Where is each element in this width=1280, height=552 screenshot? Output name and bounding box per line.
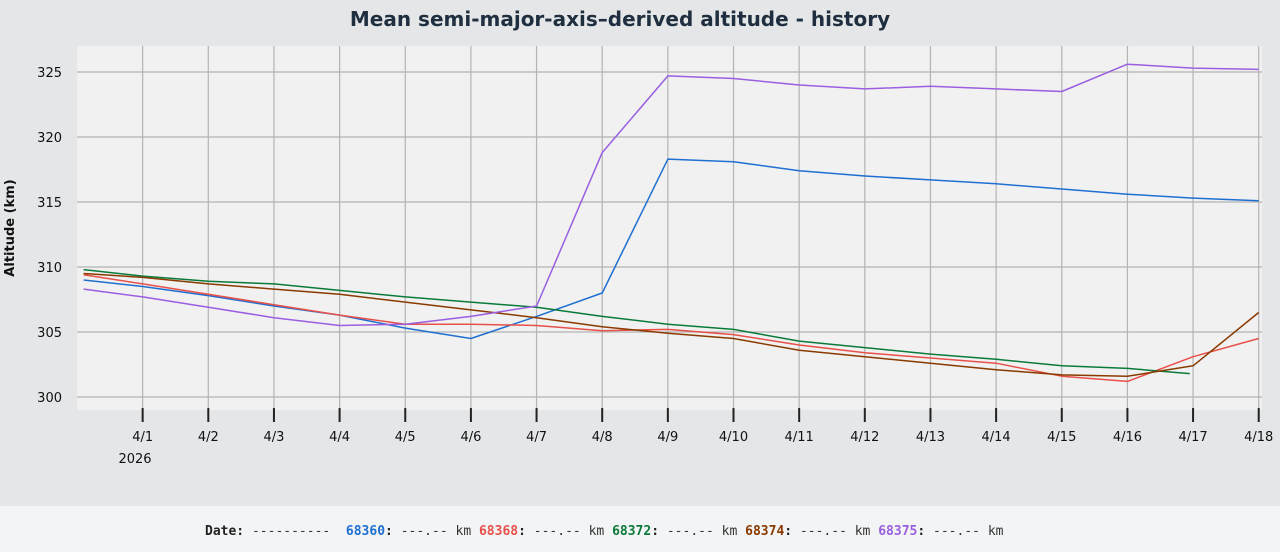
x-tick-label: 4/3 (263, 430, 284, 445)
readout-value-68372: ---.-- (666, 524, 714, 539)
readout-value-68374: ---.-- (799, 524, 847, 539)
x-tick-label: 4/4 (329, 430, 350, 445)
grid (77, 46, 1262, 410)
x-tick-label: 4/1 (132, 430, 153, 445)
plot-area[interactable] (77, 46, 1262, 410)
x-tick-label: 4/11 (785, 430, 814, 445)
y-tick-label: 320 (37, 131, 62, 146)
y-tick-label: 300 (37, 391, 62, 406)
readout-id-68368: 68368 (478, 524, 519, 539)
x-tick-label: 4/16 (1113, 430, 1142, 445)
readout-id-68374: 68374 (745, 524, 785, 539)
x-tick-label: 4/10 (719, 430, 748, 445)
x-tick-label: 4/18 (1244, 430, 1273, 445)
readout-id-68372: 68372 (612, 524, 652, 539)
series-line-68368 (83, 274, 1259, 383)
y-tick-label: 315 (37, 196, 62, 211)
y-axis-label: Altitude (km) (3, 179, 18, 276)
y-tick-label: 325 (37, 66, 62, 81)
readout-id-68375: 68375 (878, 524, 918, 539)
date-label: Date: (205, 524, 245, 539)
altitude-history-chart[interactable]: Mean semi-major-axis–derived altitude - … (0, 0, 1280, 506)
x-tick-label: 4/9 (657, 430, 678, 445)
x-tick-label: 4/7 (526, 430, 547, 445)
readout-value-68375: ---.-- (933, 524, 980, 539)
readout-id-68360: 68360 (345, 524, 386, 539)
readout-unit-68360: km (455, 524, 472, 539)
series-line-68360 (83, 158, 1259, 340)
x-tick-label: 4/14 (982, 430, 1011, 445)
series-line-68374 (83, 272, 1260, 377)
series-lines (83, 63, 1260, 383)
x-tick-label: 4/12 (850, 430, 879, 445)
y-tick-label: 310 (37, 261, 62, 276)
x-tick-label: 4/17 (1178, 430, 1207, 445)
series-line-68372 (83, 268, 1190, 375)
chart-title: Mean semi-major-axis–derived altitude - … (350, 7, 890, 31)
readout-value-68368: ---.-- (533, 524, 581, 539)
date-value: ---------- (251, 524, 331, 539)
series-line-68375 (83, 63, 1259, 327)
x-tick-label: 4/8 (592, 430, 613, 445)
readout-unit-68372: km (721, 524, 738, 539)
readout-bar (0, 506, 1280, 552)
x-tick-label: 4/15 (1047, 430, 1076, 445)
x-tick-label: 4/13 (916, 430, 945, 445)
x-tick-label: 4/6 (460, 430, 481, 445)
y-tick-label: 305 (37, 326, 62, 341)
x-tick-label: 4/5 (395, 430, 416, 445)
x-axis-year-label: 2026 (118, 452, 151, 467)
readout-unit-68374: km (854, 524, 871, 539)
readout-unit-68368: km (588, 524, 605, 539)
readout-unit-68375: km (987, 524, 1004, 539)
axes: 300 305 310 315 320 325 4/1 4/2 4/3 4/4 4/5 4/6 4/7 4… (37, 66, 1273, 445)
hover-readout: Date: ---------- 68360: ---.-- km 68368:… (205, 524, 1004, 539)
readout-value-68360: ---.-- (400, 524, 448, 539)
x-tick-label: 4/2 (198, 430, 219, 445)
